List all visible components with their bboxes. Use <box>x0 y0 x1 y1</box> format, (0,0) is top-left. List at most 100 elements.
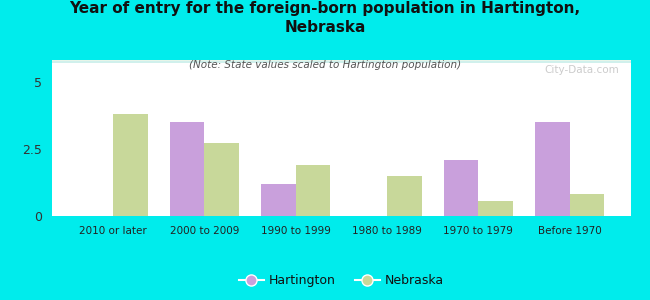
Bar <box>52 61 630 62</box>
Bar <box>52 61 630 63</box>
Bar <box>52 61 630 62</box>
Bar <box>52 61 630 62</box>
Bar <box>52 60 630 62</box>
Bar <box>52 61 630 63</box>
Bar <box>52 60 630 62</box>
Bar <box>52 61 630 63</box>
Bar <box>52 61 630 63</box>
Bar <box>478 201 513 216</box>
Bar <box>52 60 630 62</box>
Legend: Hartington, Nebraska: Hartington, Nebraska <box>234 269 448 292</box>
Bar <box>52 61 630 62</box>
Bar <box>52 61 630 63</box>
Text: (Note: State values scaled to Hartington population): (Note: State values scaled to Hartington… <box>189 60 461 70</box>
Bar <box>52 61 630 63</box>
Bar <box>52 60 630 62</box>
Bar <box>569 194 604 216</box>
Bar <box>52 60 630 62</box>
Bar <box>52 60 630 62</box>
Bar <box>387 176 422 216</box>
Bar <box>52 60 630 62</box>
Bar <box>52 61 630 63</box>
Bar <box>52 60 630 62</box>
Text: City-Data.com: City-Data.com <box>544 65 619 75</box>
Bar <box>52 61 630 63</box>
Bar <box>52 61 630 63</box>
Bar <box>52 61 630 62</box>
Bar <box>52 61 630 62</box>
Bar <box>52 61 630 63</box>
Bar <box>52 61 630 62</box>
Bar <box>52 61 630 63</box>
Bar <box>52 61 630 63</box>
Bar <box>52 61 630 62</box>
Bar <box>52 61 630 62</box>
Bar <box>52 61 630 63</box>
Bar <box>52 60 630 62</box>
Bar <box>52 61 630 62</box>
Bar <box>52 61 630 62</box>
Bar <box>52 61 630 63</box>
Bar <box>52 61 630 63</box>
Bar <box>52 61 630 63</box>
Bar <box>52 61 630 62</box>
Bar <box>52 61 630 62</box>
Bar <box>52 61 630 63</box>
Bar <box>52 61 630 62</box>
Bar <box>443 160 478 216</box>
Bar <box>52 60 630 61</box>
Bar <box>52 61 630 63</box>
Bar <box>52 60 630 62</box>
Bar <box>52 60 630 62</box>
Bar <box>52 61 630 63</box>
Bar <box>52 61 630 62</box>
Bar <box>52 61 630 62</box>
Bar <box>52 61 630 62</box>
Bar <box>52 61 630 62</box>
Bar <box>52 61 630 62</box>
Bar <box>52 60 630 62</box>
Bar <box>52 60 630 62</box>
Bar <box>52 60 630 62</box>
Bar <box>52 60 630 62</box>
Bar <box>52 61 630 62</box>
Bar <box>296 165 330 216</box>
Bar <box>52 61 630 62</box>
Bar <box>52 61 630 62</box>
Bar <box>170 122 204 216</box>
Bar <box>52 61 630 62</box>
Bar <box>52 61 630 62</box>
Bar <box>52 61 630 63</box>
Bar <box>52 60 630 61</box>
Bar <box>52 61 630 62</box>
Bar <box>52 61 630 63</box>
Text: Year of entry for the foreign-born population in Hartington,
Nebraska: Year of entry for the foreign-born popul… <box>70 2 580 35</box>
Bar <box>52 61 630 62</box>
Bar <box>52 61 630 62</box>
Bar <box>204 143 239 216</box>
Bar <box>52 61 630 63</box>
Bar <box>52 60 630 62</box>
Bar <box>113 114 148 216</box>
Bar <box>52 61 630 63</box>
Bar <box>52 61 630 62</box>
Bar <box>261 184 296 216</box>
Bar <box>52 60 630 62</box>
Bar <box>52 60 630 61</box>
Bar <box>52 61 630 63</box>
Bar <box>535 122 569 216</box>
Bar <box>52 61 630 62</box>
Bar <box>52 61 630 63</box>
Bar <box>52 61 630 63</box>
Bar <box>52 61 630 62</box>
Bar <box>52 61 630 63</box>
Bar <box>52 61 630 63</box>
Bar <box>52 60 630 61</box>
Bar <box>52 61 630 62</box>
Bar <box>52 60 630 62</box>
Bar <box>52 61 630 62</box>
Bar <box>52 60 630 62</box>
Bar <box>52 60 630 61</box>
Bar <box>52 60 630 62</box>
Bar <box>52 61 630 63</box>
